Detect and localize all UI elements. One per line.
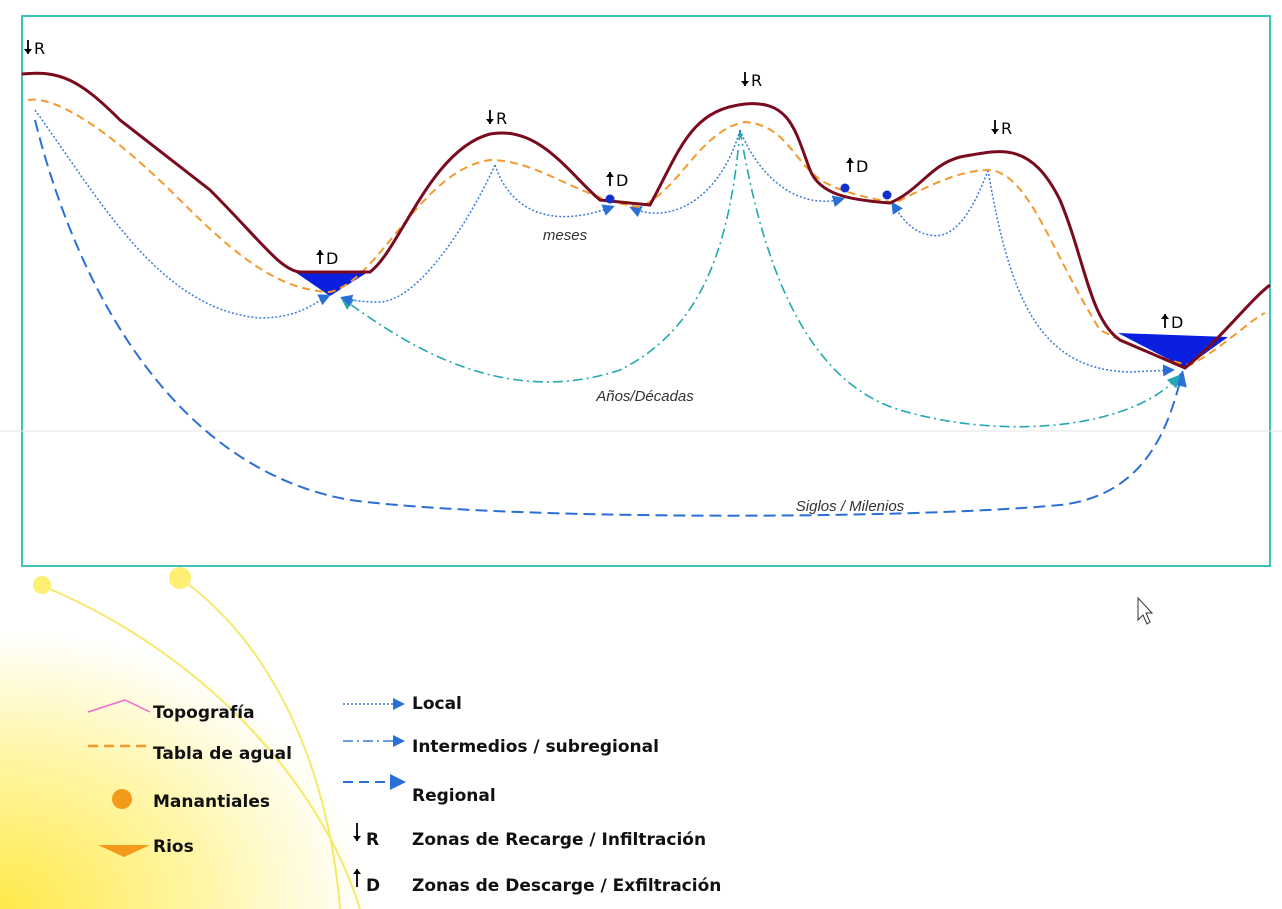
spring [883,191,892,200]
water-table [28,100,1265,365]
zone-arrow-head [606,172,614,177]
intermediate-flow [343,130,1178,427]
zone-arrow-head [991,129,999,134]
zone-label: R [34,39,45,58]
decor-dot [33,576,51,594]
zone-label: R [496,109,507,128]
zone-arrow-head [24,49,32,54]
zone-label: D [616,171,628,190]
diagram-frame [22,16,1270,566]
legend-spring-symbol [112,789,132,809]
legend-label: Topografía [153,703,255,723]
zone-label: D [1171,313,1183,332]
zone-arrow-head [1161,314,1169,319]
spring [841,184,850,193]
legend-label: Zonas de Recarge / Infiltración [412,830,706,850]
topography [22,73,1270,368]
zone-label: R [1001,119,1012,138]
legend-label: Zonas de Descarge / Exfiltración [412,876,721,896]
legend-label: Intermedios / subregional [412,737,659,757]
decor-dot [169,567,191,589]
diagram: R R R R D D D Dmeses Años/Décadas Siglos / Mileni… [0,0,1282,909]
legend-symbol: D [366,876,380,896]
zone-arrow-head [741,81,749,86]
flow-time-label: Siglos / Milenios [796,498,905,515]
legend-label: Tabla de agual [153,744,292,764]
legend-symbol: R [366,830,379,850]
flow-time-label: Años/Décadas [595,388,694,405]
zone-label: R [751,71,762,90]
local-flow [35,110,1172,372]
zone-arrow-head [846,158,854,163]
legend-label: Rios [153,837,194,857]
cursor [1138,598,1152,624]
background-glow [0,560,460,909]
legend-label: Manantiales [153,792,270,812]
legend-label: Local [412,694,462,714]
legend-label: Regional [412,786,496,806]
zone-label: D [326,249,338,268]
zone-label: D [856,157,868,176]
zone-arrow-head [486,119,494,124]
flow-time-label: meses [543,227,588,244]
zone-arrow-head [316,250,324,255]
spring [606,195,615,204]
